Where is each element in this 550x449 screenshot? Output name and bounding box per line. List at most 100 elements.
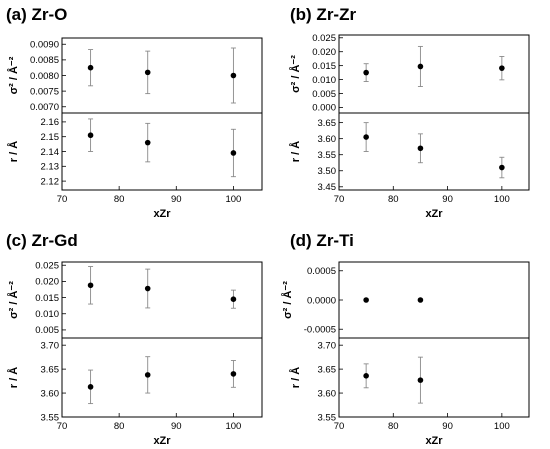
x-tick-label: 80 xyxy=(388,421,399,432)
y-tick-label: 0.005 xyxy=(312,89,336,100)
y-axis-label: σ² / Å⁻² xyxy=(7,56,20,94)
data-point xyxy=(87,132,94,139)
panel-1: (a) Zr-O 0.0070 0.0075 0.0080 0.0085 0.0090 σ²… xyxy=(6,5,263,220)
y-tick-label: 2.15 xyxy=(41,132,60,143)
y-axis-label: r / Å xyxy=(289,141,302,162)
y-tick-label: 0.0000 xyxy=(307,295,336,306)
y-tick-label: 0.025 xyxy=(312,33,336,44)
subplot-sigma: 0.005 0.010 0.015 0.020 0.025 σ² / Å⁻² xyxy=(7,261,263,339)
x-tick-label: 80 xyxy=(388,194,399,205)
y-tick-label: 3.65 xyxy=(318,118,337,129)
y-axis-label: r / Å xyxy=(7,367,20,388)
data-point xyxy=(144,139,151,146)
y-axis-label: r / Å xyxy=(7,141,20,162)
y-tick-label: 3.70 xyxy=(41,340,60,351)
x-tick-label: 70 xyxy=(57,194,68,205)
x-axis-label: xZr xyxy=(153,435,171,447)
subplot-sigma: 0.0070 0.0075 0.0080 0.0085 0.0090 σ² / Å⁻² xyxy=(7,37,263,114)
y-tick-label: 0.020 xyxy=(312,47,336,58)
y-tick-label: 3.70 xyxy=(318,340,337,351)
y-tick-label: 0.005 xyxy=(35,325,59,336)
y-axis-label: r / Å xyxy=(289,367,302,388)
data-point xyxy=(230,371,237,377)
x-tick-label: 70 xyxy=(334,194,345,205)
panel-4: (d) Zr-Ti -0.0005 0.0000 0.0005 σ² / Å⁻² 3.55… xyxy=(281,231,530,447)
y-tick-label: 0.025 xyxy=(35,261,59,272)
x-axis-label: xZr xyxy=(425,208,443,220)
data-point xyxy=(144,285,151,292)
panel-title: (a) Zr-O xyxy=(6,5,67,24)
data-point xyxy=(87,384,94,390)
y-tick-label: 3.60 xyxy=(41,388,60,399)
x-tick-label: 90 xyxy=(442,194,453,205)
x-tick-label: 90 xyxy=(171,421,182,432)
x-tick-label: 80 xyxy=(114,194,125,205)
x-axis-label: xZr xyxy=(153,208,171,220)
panel-2: (b) Zr-Zr 0.000 0.005 0.010 0.015 0.020 0.025 σ… xyxy=(289,5,530,220)
y-tick-label: -0.0005 xyxy=(304,325,336,336)
data-point xyxy=(87,282,94,289)
y-tick-label: 3.45 xyxy=(318,182,337,193)
y-axis-label: σ² / Å⁻² xyxy=(281,281,294,319)
y-tick-label: 3.65 xyxy=(318,364,337,375)
x-tick-label: 80 xyxy=(114,421,125,432)
panel-title: (c) Zr-Gd xyxy=(6,231,78,250)
y-axis-label: σ² / Å⁻² xyxy=(289,55,302,93)
data-point xyxy=(363,134,369,140)
subplot-sigma: 0.000 0.005 0.010 0.015 0.020 0.025 σ² / Å⁻² xyxy=(289,33,530,114)
subplot-r: 3.45 3.50 3.55 3.60 3.65 r / Å 70 80 90 100 xZr xyxy=(289,112,530,220)
y-tick-label: 0.0090 xyxy=(30,40,59,51)
y-tick-label: 2.14 xyxy=(41,147,60,158)
x-tick-label: 90 xyxy=(442,421,453,432)
y-tick-label: 0.010 xyxy=(35,309,59,320)
y-tick-label: 0.015 xyxy=(35,293,59,304)
y-tick-label: 2.13 xyxy=(41,162,60,173)
y-tick-label: 3.60 xyxy=(318,388,337,399)
panel-3: (c) Zr-Gd 0.005 0.010 0.015 0.020 0.025 σ² / Å… xyxy=(6,231,263,447)
data-point xyxy=(417,377,424,383)
x-tick-label: 70 xyxy=(334,421,345,432)
data-point xyxy=(87,64,94,71)
subplot-r: 2.12 2.13 2.14 2.15 2.16 r / Å 70 80 90 100 xZr xyxy=(7,112,263,220)
y-tick-label: 2.16 xyxy=(41,117,60,128)
plot-frame xyxy=(338,112,530,191)
y-tick-label: 0.020 xyxy=(35,277,59,288)
panel-title: (b) Zr-Zr xyxy=(290,5,356,24)
y-tick-label: 0.0070 xyxy=(30,102,59,113)
y-tick-label: 3.55 xyxy=(318,150,337,161)
data-point xyxy=(417,297,424,303)
y-tick-label: 3.60 xyxy=(318,134,337,145)
subplot-sigma: -0.0005 0.0000 0.0005 σ² / Å⁻² xyxy=(281,261,530,339)
data-point xyxy=(144,69,151,76)
x-tick-label: 100 xyxy=(494,194,510,205)
data-point xyxy=(230,72,237,79)
data-point xyxy=(144,372,151,378)
data-point xyxy=(417,63,424,70)
data-point xyxy=(363,69,369,76)
x-tick-label: 90 xyxy=(171,194,182,205)
y-tick-label: 0.0085 xyxy=(30,55,59,66)
x-axis-label: xZr xyxy=(425,435,443,447)
y-tick-label: 3.55 xyxy=(318,412,337,423)
y-tick-label: 0.015 xyxy=(312,61,336,72)
x-tick-label: 100 xyxy=(225,194,241,205)
y-tick-label: 2.12 xyxy=(41,176,60,187)
y-tick-label: 0.0080 xyxy=(30,71,59,82)
panel-title: (d) Zr-Ti xyxy=(290,231,354,250)
y-tick-label: 3.50 xyxy=(318,166,337,177)
y-tick-label: 3.65 xyxy=(41,364,60,375)
data-point xyxy=(230,150,237,156)
subplot-r: 3.55 3.60 3.65 3.70 r / Å 70 80 90 100 xZr xyxy=(7,337,263,447)
data-point xyxy=(363,297,369,303)
y-tick-label: 3.55 xyxy=(41,412,60,423)
y-axis-label: σ² / Å⁻² xyxy=(7,281,20,319)
x-tick-label: 100 xyxy=(225,421,241,432)
y-tick-label: 0.000 xyxy=(312,103,336,114)
subplot-r: 3.55 3.60 3.65 3.70 r / Å 70 80 90 100 xZr xyxy=(289,337,530,447)
data-point xyxy=(230,296,237,302)
y-tick-label: 0.0075 xyxy=(30,86,59,97)
y-tick-label: 0.0005 xyxy=(307,266,336,277)
x-tick-label: 100 xyxy=(494,421,510,432)
data-point xyxy=(499,65,505,71)
